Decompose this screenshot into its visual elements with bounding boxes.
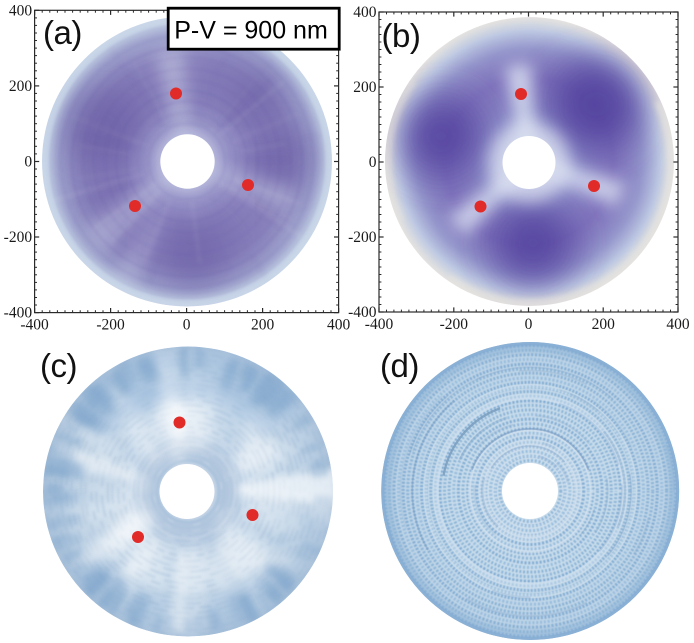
svg-text:200: 200	[353, 79, 377, 96]
svg-text:200: 200	[592, 316, 616, 333]
svg-text:0: 0	[369, 154, 377, 171]
svg-text:(d): (d)	[380, 347, 419, 384]
svg-text:(b): (b)	[382, 17, 421, 54]
svg-text:0: 0	[525, 316, 533, 333]
svg-text:-400: -400	[4, 305, 33, 322]
svg-text:-400: -400	[20, 316, 49, 333]
svg-text:400: 400	[9, 2, 33, 19]
svg-text:0: 0	[24, 154, 32, 171]
svg-text:0: 0	[183, 316, 191, 333]
svg-text:(a): (a)	[43, 14, 82, 51]
svg-text:-200: -200	[440, 316, 469, 333]
svg-text:-200: -200	[4, 229, 33, 246]
svg-text:400: 400	[353, 4, 377, 21]
svg-text:-400: -400	[365, 316, 394, 333]
svg-text:-400: -400	[348, 304, 377, 321]
svg-text:200: 200	[251, 316, 275, 333]
svg-text:200: 200	[9, 78, 33, 95]
svg-text:(c): (c)	[40, 347, 77, 384]
svg-text:P-V = 900 nm: P-V = 900 nm	[174, 17, 328, 45]
svg-text:400: 400	[327, 316, 351, 333]
svg-text:400: 400	[666, 316, 690, 333]
svg-text:-200: -200	[96, 316, 125, 333]
svg-text:-200: -200	[348, 229, 377, 246]
